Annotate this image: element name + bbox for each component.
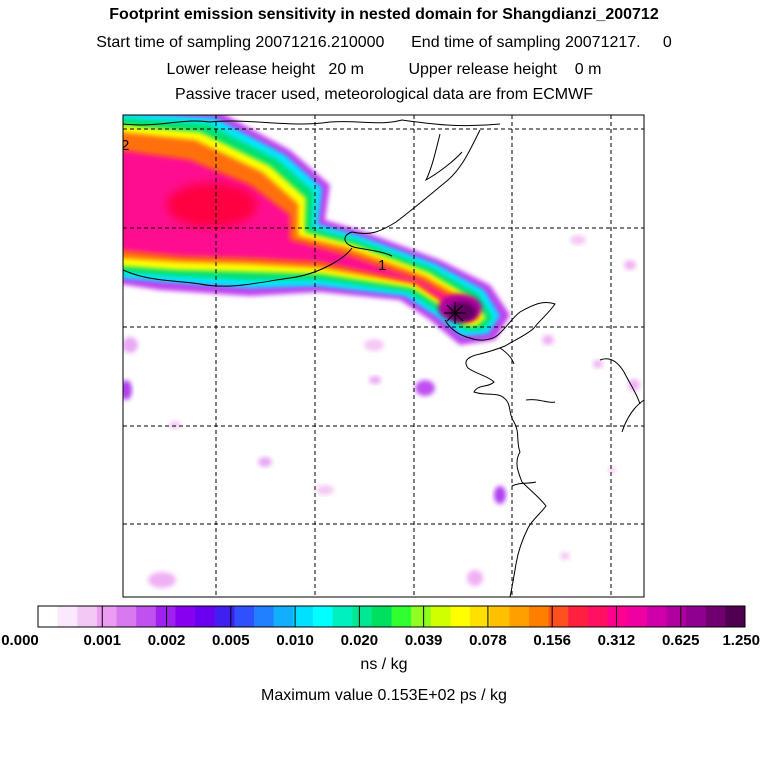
colorbar-cell (607, 606, 628, 627)
colorbar-cell (489, 606, 510, 627)
colorbar-cell (155, 606, 176, 627)
map-label-2: 2 (121, 137, 129, 154)
colorbar-cell (391, 606, 412, 627)
colorbar-tick-label: 0.002 (148, 632, 186, 649)
colorbar-tick-label: 0.000 (1, 632, 39, 649)
colorbar-cell (430, 606, 451, 627)
colorbar-tick-label: 0.020 (341, 632, 379, 649)
colorbar-cell (470, 606, 491, 627)
colorbar-cell (528, 606, 550, 627)
colorbar-cell (371, 606, 392, 627)
colorbar-cell (725, 606, 746, 627)
release-height-line: Lower release height 20 m Upper release … (166, 61, 602, 78)
colorbar-cell (312, 606, 333, 627)
colorbar-cell (666, 606, 687, 627)
colorbar-cell (254, 606, 275, 627)
colorbar-cell (273, 606, 294, 627)
colorbar-cell (332, 606, 353, 627)
colorbar-cell (646, 606, 667, 627)
colorbar-unit: ns / kg (360, 656, 408, 673)
colorbar-cell (234, 606, 255, 627)
colorbar-cell (195, 606, 216, 627)
sampling-time-line: Start time of sampling 20071216.210000 E… (96, 34, 672, 51)
colorbar-cell (587, 606, 608, 627)
colorbar-cell (293, 606, 314, 627)
map-grid (123, 115, 644, 597)
map-area: 2 1 (121, 115, 644, 597)
chart-title: Footprint emission sensitivity in nested… (109, 6, 659, 23)
colorbar-cell (509, 606, 530, 627)
colorbar (38, 606, 746, 627)
map-label-1: 1 (378, 257, 386, 274)
colorbar-tick-label: 0.625 (662, 632, 700, 649)
colorbar-cell (568, 606, 589, 627)
colorbar-tick-label: 0.039 (405, 632, 443, 649)
colorbar-cell (686, 606, 707, 627)
colorbar-tick-label: 0.312 (598, 632, 636, 649)
tracer-info-line: Passive tracer used, meteorological data… (175, 86, 593, 103)
colorbar-ticks: 0.000 0.001 0.002 0.005 0.010 0.020 0.039 0.078… (1, 606, 760, 649)
colorbar-cell (627, 606, 648, 627)
receptor-marker (444, 302, 466, 324)
colorbar-tick-label: 0.010 (276, 632, 314, 649)
colorbar-tick-label: 0.001 (83, 632, 121, 649)
colorbar-cell (450, 606, 471, 627)
colorbar-cell (38, 606, 59, 627)
max-value-text: Maximum value 0.153E+02 ps / kg (261, 687, 507, 704)
colorbar-tick-label: 0.156 (533, 632, 571, 649)
colorbar-cell (411, 606, 432, 627)
colorbar-cell (136, 606, 157, 627)
colorbar-tick-label: 0.078 (469, 632, 507, 649)
colorbar-cell (96, 606, 117, 627)
plume-field (123, 115, 640, 588)
colorbar-cell (175, 606, 196, 627)
colorbar-tick-label: 1.250 (722, 632, 760, 649)
colorbar-cell (57, 606, 78, 627)
colorbar-cell (352, 606, 373, 627)
colorbar-cell (705, 606, 726, 627)
colorbar-cell (548, 606, 569, 627)
colorbar-cell (214, 606, 235, 627)
coastline (123, 119, 644, 597)
colorbar-cell (77, 606, 98, 627)
colorbar-cell (116, 606, 137, 627)
map-frame (122, 114, 645, 598)
colorbar-tick-label: 0.005 (212, 632, 250, 649)
